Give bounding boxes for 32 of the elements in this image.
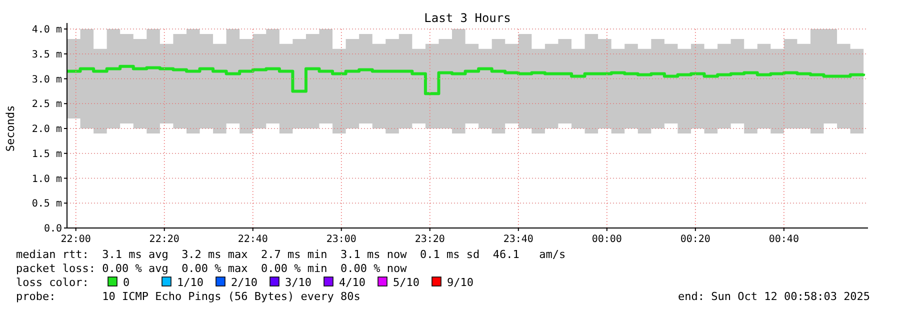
x-tick-label: 23:00 [326, 234, 356, 245]
legend-label: 5/10 [393, 276, 420, 289]
text: end: Sun Oct 12 00:58:03 2025 [678, 290, 870, 303]
x-tick-label: 23:40 [503, 234, 534, 245]
legend-label: 4/10 [339, 276, 366, 289]
legend-label: 3/10 [285, 276, 312, 289]
x-tick-label: 23:20 [414, 234, 445, 245]
y-tick-label: 0.5 m [32, 198, 62, 210]
legend-label: 2/10 [231, 276, 258, 289]
legend-label: 1/10 [177, 276, 204, 289]
y-tick-label: 2.0 m [32, 124, 62, 135]
x-tick-label: 22:00 [60, 234, 91, 245]
x-tick-label: 22:40 [238, 234, 268, 245]
x-tick-label: 00:20 [680, 234, 710, 245]
y-tick-label: 2.5 m [32, 99, 62, 110]
y-axis-title: Seconds [4, 105, 17, 152]
legend-label: 9/10 [447, 276, 474, 289]
text: median rtt: 3.1 ms avg 3.2 ms max 2.7 ms min 3.1 ms now 0.1 ms sd 46.1 am/s [16, 248, 566, 261]
y-tick-label: 4.0 m [32, 24, 62, 36]
y-tick-label: 1.5 m [32, 148, 62, 160]
y-tick-label: 3.5 m [32, 49, 62, 60]
legend-label: 0 [123, 276, 130, 289]
text: loss color: [16, 276, 89, 289]
y-tick-label: 0.0 [44, 224, 62, 234]
x-tick-label: 00:00 [592, 234, 622, 245]
text: probe: 10 ICMP Echo Pings (56 Bytes) every 80s [16, 290, 360, 303]
chart-title: Last 3 Hours [424, 11, 511, 25]
y-tick-label: 1.0 m [32, 174, 62, 185]
text: packet loss: 0.00 % avg 0.00 % max 0.00 % min 0.00 % now [16, 262, 408, 275]
x-tick-label: 22:20 [149, 234, 180, 245]
x-tick-label: 00:40 [768, 234, 799, 245]
y-tick-label: 3.0 m [32, 74, 62, 86]
